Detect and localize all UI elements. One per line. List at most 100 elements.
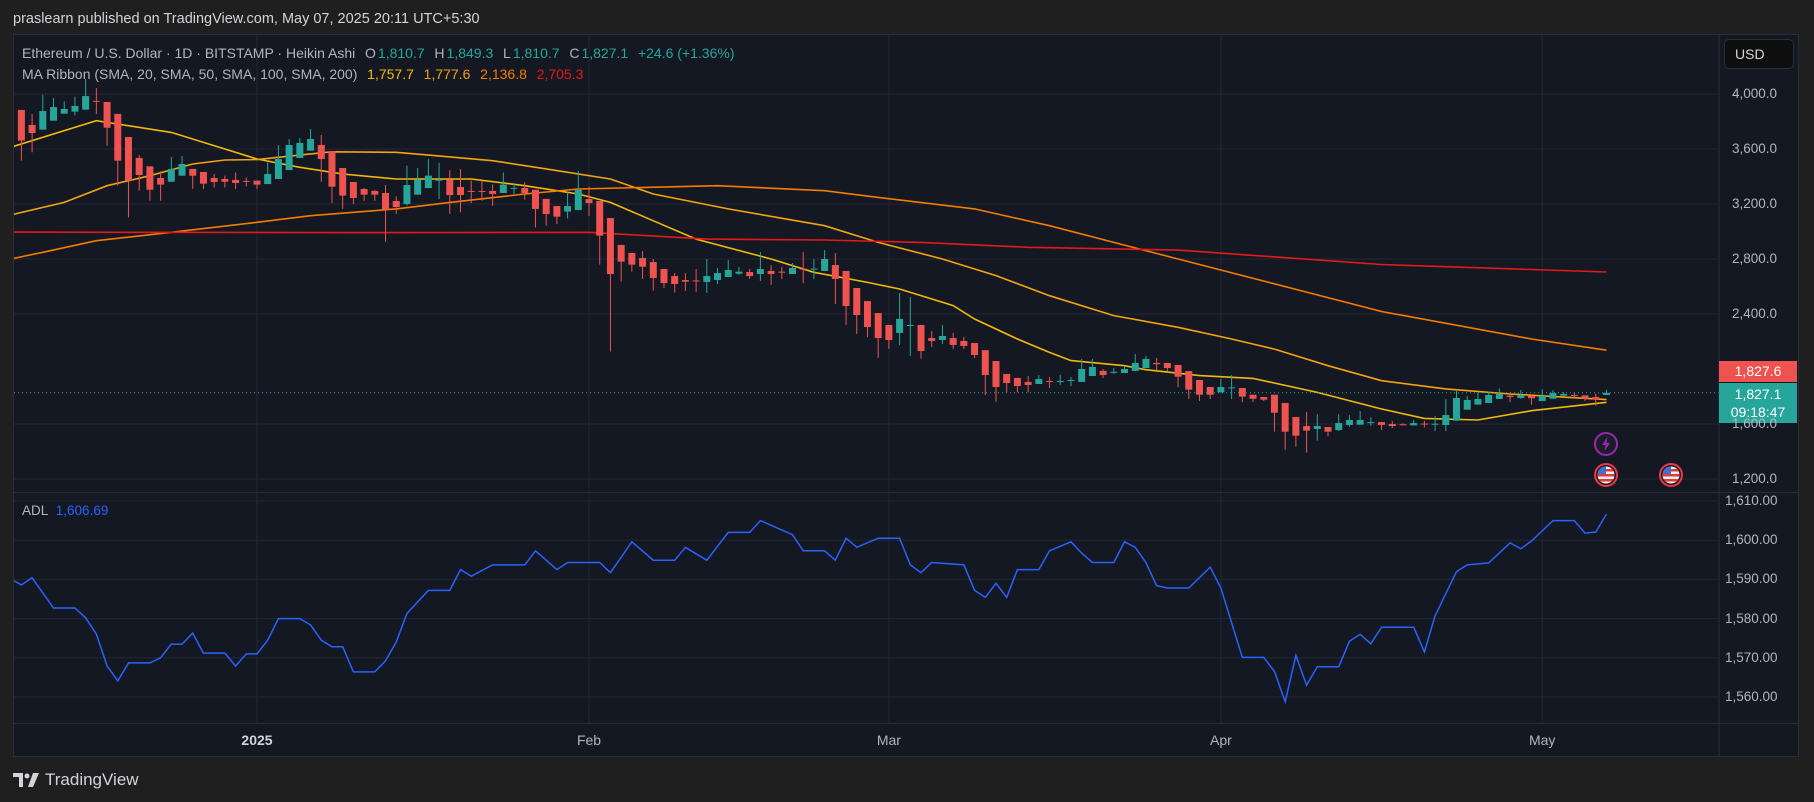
symbol-legend[interactable]: Ethereum / U.S. Dollar · 1D · BITSTAMP ·… — [22, 45, 736, 61]
us-flag-icon[interactable] — [1658, 463, 1683, 487]
candle — [885, 325, 893, 349]
candle — [1378, 422, 1386, 431]
candle — [853, 288, 861, 334]
candle — [17, 109, 25, 161]
candle-body — [960, 340, 968, 347]
candle — [1174, 365, 1182, 388]
candle — [756, 251, 764, 281]
sma100-value: 2,136.8 — [480, 66, 527, 82]
candle — [1538, 389, 1546, 402]
candle — [1420, 420, 1428, 428]
candle-body — [456, 186, 464, 196]
candle-body — [1163, 362, 1171, 369]
ma-ribbon-title: MA Ribbon (SMA, 20, SMA, 50, SMA, 100, S… — [22, 66, 358, 82]
candle — [1345, 415, 1353, 427]
candle-body — [821, 259, 829, 271]
candle — [1281, 402, 1289, 450]
candle — [317, 134, 325, 182]
lightning-icon[interactable] — [1594, 432, 1619, 456]
candle-body — [1538, 395, 1546, 402]
adl-label: ADL — [22, 503, 49, 518]
candle-body — [167, 168, 175, 182]
candle — [917, 325, 925, 359]
candle-body — [692, 280, 700, 282]
candle — [124, 137, 132, 218]
ma-line-sma200 — [14, 231, 1607, 273]
low-label: L — [503, 45, 511, 61]
candle-body — [1153, 362, 1161, 365]
candle-body — [146, 166, 154, 190]
candle — [1485, 391, 1493, 403]
time-tick-label: May — [1528, 732, 1556, 748]
candle-body — [1228, 387, 1236, 389]
us-flag-icon[interactable] — [1594, 463, 1619, 487]
candle-body — [521, 188, 529, 193]
adl-tick-label: 1,590.00 — [1725, 571, 1778, 587]
candle — [938, 325, 946, 344]
price-tick-label: 4,000.0 — [1732, 86, 1778, 101]
candle — [489, 184, 497, 206]
candle-body — [1185, 371, 1193, 390]
candle-body — [1581, 395, 1589, 399]
candle — [1313, 414, 1321, 441]
candle — [349, 182, 357, 204]
candle-body — [1485, 394, 1493, 403]
candle — [424, 159, 432, 189]
candle-body — [1506, 395, 1514, 398]
candle — [392, 196, 400, 215]
candle — [467, 180, 475, 204]
candle — [232, 172, 240, 190]
adl-legend[interactable]: ADL 1,606.69 — [22, 503, 108, 518]
ma-ribbon-legend[interactable]: MA Ribbon (SMA, 20, SMA, 50, SMA, 100, S… — [22, 66, 585, 82]
candle-body — [114, 113, 122, 161]
candle — [1303, 412, 1311, 453]
candle — [339, 167, 347, 209]
candle — [1324, 427, 1332, 437]
candle — [1410, 420, 1418, 426]
close-label: C — [569, 45, 580, 61]
candle — [1270, 394, 1278, 432]
candle — [724, 259, 732, 278]
candle-body — [1324, 427, 1332, 432]
candle-body — [414, 179, 422, 195]
candle — [1581, 395, 1589, 402]
candle-body — [1206, 387, 1214, 395]
candle — [735, 266, 743, 275]
candle — [863, 301, 871, 337]
candle-body — [82, 96, 90, 110]
candle-body — [724, 270, 732, 278]
candle-body — [1399, 424, 1407, 426]
candle — [1142, 355, 1150, 369]
candle — [746, 269, 754, 279]
candle — [831, 253, 839, 304]
symbol-title: Ethereum / U.S. Dollar · 1D · BITSTAMP ·… — [22, 45, 356, 61]
time-tick-label: Mar — [876, 732, 901, 748]
candle — [210, 174, 218, 188]
currency-button[interactable]: USD — [1724, 39, 1794, 69]
candle-body — [639, 258, 647, 267]
candle-body — [435, 179, 443, 181]
candle — [799, 251, 807, 284]
high-value: 1,849.3 — [446, 45, 494, 61]
candle — [1024, 375, 1032, 393]
candle-body — [157, 178, 165, 185]
tradingview-logo[interactable]: TradingView — [13, 770, 139, 790]
candle — [1453, 391, 1461, 421]
last-price-value: 1,827.1 — [1734, 386, 1782, 402]
candle-body — [1056, 380, 1064, 382]
candle — [692, 269, 700, 292]
candle-body — [1303, 426, 1311, 431]
candle — [1356, 411, 1364, 425]
candle — [510, 182, 518, 194]
candle — [596, 200, 604, 265]
candle-body — [1174, 365, 1182, 377]
candle-body — [553, 206, 561, 217]
grid — [14, 35, 1719, 723]
candle-body — [789, 267, 796, 274]
candle — [328, 151, 336, 204]
candle-body — [1131, 362, 1139, 371]
candle — [167, 156, 175, 182]
candle — [146, 166, 154, 201]
candle-body — [264, 174, 272, 185]
